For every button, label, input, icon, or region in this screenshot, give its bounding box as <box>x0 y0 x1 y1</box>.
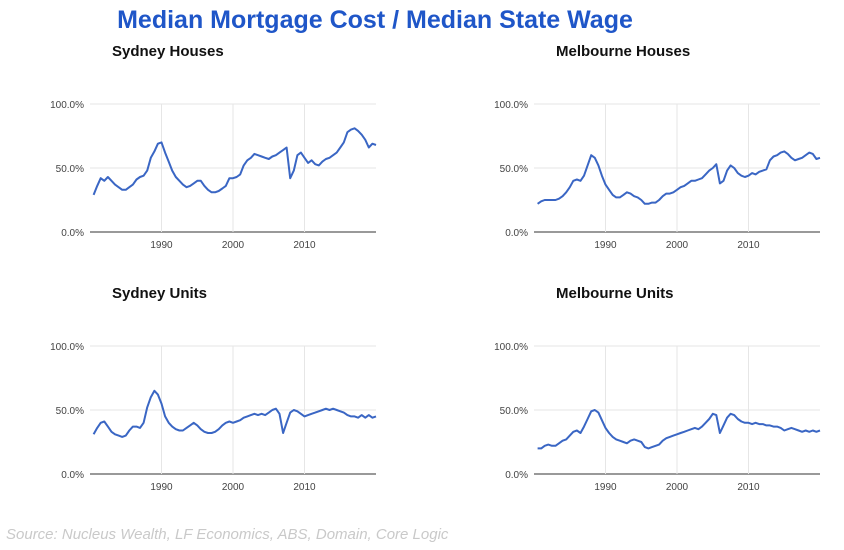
chart-panel-sydney-units: Sydney Units 0.0% 50.0% 100.0% 1990 2000 2010 <box>20 280 420 530</box>
chart-title: Melbourne Houses <box>556 43 691 60</box>
line-chart: 0.0% 50.0% 100.0% 1990 2000 2010 <box>50 342 377 493</box>
chart-panel-melbourne-houses: Melbourne Houses 0.0% 50.0% 100.0% 1990 2000… <box>464 38 844 288</box>
y-tick-label: 50.0% <box>56 164 84 175</box>
series-line <box>92 389 377 438</box>
x-tick-label: 1990 <box>594 240 617 251</box>
y-tick-label: 0.0% <box>505 228 528 239</box>
y-tick-label: 0.0% <box>505 470 528 481</box>
x-tick-label: 1990 <box>150 482 173 493</box>
y-tick-label: 0.0% <box>61 470 84 481</box>
y-tick-label: 100.0% <box>494 100 528 111</box>
chart-panel-sydney-houses: Sydney Houses 0.0% 50.0% 100.0% 1990 2000 201… <box>20 38 420 288</box>
chart-panel-melbourne-units: Melbourne Units 0.0% 50.0% 100.0% 1990 2000 2… <box>464 280 844 530</box>
chart-title: Melbourne Units <box>556 285 674 302</box>
x-tick-label: 2010 <box>293 240 316 251</box>
series-line <box>92 127 377 196</box>
source-note: Source: Nucleus Wealth, LF Economics, AB… <box>6 526 449 543</box>
x-tick-label: 2010 <box>737 482 760 493</box>
x-tick-label: 2000 <box>222 240 245 251</box>
y-tick-label: 50.0% <box>500 406 528 417</box>
y-tick-label: 50.0% <box>56 406 84 417</box>
series-line <box>537 409 821 450</box>
y-tick-label: 50.0% <box>500 164 528 175</box>
x-tick-label: 2010 <box>293 482 316 493</box>
line-chart: 0.0% 50.0% 100.0% 1990 2000 2010 <box>50 100 377 251</box>
chart-title: Sydney Houses <box>112 43 224 60</box>
main-title: Median Mortgage Cost / Median State Wage <box>117 6 633 34</box>
chart-title: Sydney Units <box>112 285 208 302</box>
x-tick-label: 1990 <box>150 240 173 251</box>
y-tick-label: 100.0% <box>50 342 84 353</box>
y-tick-label: 100.0% <box>50 100 84 111</box>
series-line <box>537 150 821 205</box>
y-tick-label: 0.0% <box>61 228 84 239</box>
x-tick-label: 2000 <box>666 240 689 251</box>
x-tick-label: 2000 <box>222 482 245 493</box>
line-chart: 0.0% 50.0% 100.0% 1990 2000 2010 <box>494 342 821 493</box>
x-tick-label: 2010 <box>737 240 760 251</box>
y-tick-label: 100.0% <box>494 342 528 353</box>
x-tick-label: 1990 <box>594 482 617 493</box>
x-tick-label: 2000 <box>666 482 689 493</box>
line-chart: 0.0% 50.0% 100.0% 1990 2000 2010 <box>494 100 821 251</box>
